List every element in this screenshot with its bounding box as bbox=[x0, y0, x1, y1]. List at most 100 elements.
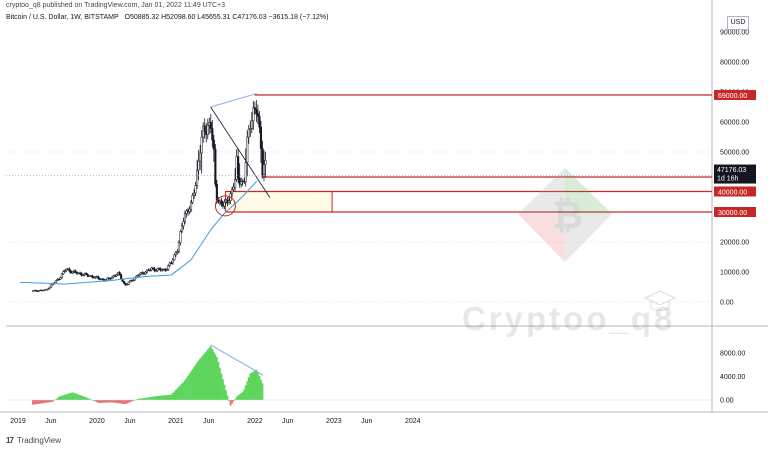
osc-bar bbox=[214, 354, 217, 400]
candle-body bbox=[214, 148, 217, 185]
osc-bar bbox=[231, 400, 233, 404]
osc-bar bbox=[250, 372, 253, 400]
time-tick-label: 2023 bbox=[326, 418, 342, 425]
osc-bar bbox=[164, 395, 167, 400]
osc-bar bbox=[167, 394, 170, 400]
osc-bar bbox=[147, 397, 150, 400]
candle-body bbox=[191, 195, 194, 203]
candle-body bbox=[80, 273, 83, 276]
candle-body bbox=[85, 273, 88, 275]
last-price-value: 47176.03 bbox=[717, 167, 746, 174]
candle-body bbox=[252, 107, 255, 122]
level-label: 69000.00 bbox=[718, 93, 747, 100]
candle-body bbox=[174, 252, 177, 256]
osc-bar bbox=[51, 400, 54, 402]
watermark-diamond-bottom bbox=[518, 214, 565, 262]
osc-bar bbox=[56, 398, 59, 400]
time-tick-label: Jun bbox=[203, 418, 214, 425]
osc-bar bbox=[222, 379, 224, 400]
osc-bar bbox=[206, 349, 209, 400]
candle-body bbox=[79, 272, 82, 274]
osc-bar bbox=[130, 400, 133, 402]
osc-bar bbox=[109, 400, 112, 403]
candle-body bbox=[167, 265, 170, 270]
candle-body bbox=[227, 200, 231, 203]
candle-body bbox=[194, 185, 197, 194]
osc-bar bbox=[126, 400, 129, 404]
time-tick-label: Jun bbox=[124, 418, 135, 425]
candle-body bbox=[123, 281, 126, 284]
currency-badge[interactable]: USD bbox=[727, 16, 749, 30]
tradingview-logo-icon: 17 bbox=[6, 436, 14, 445]
osc-tick-label: 0.00 bbox=[720, 398, 734, 405]
osc-bar bbox=[59, 396, 62, 400]
candle-body bbox=[132, 279, 135, 282]
osc-bar bbox=[205, 351, 208, 400]
osc-bar bbox=[44, 400, 47, 403]
osc-bar bbox=[71, 392, 74, 400]
price-tick-label: 90000.00 bbox=[720, 30, 749, 37]
candle-body bbox=[234, 179, 237, 188]
osc-bar bbox=[158, 395, 161, 400]
osc-bar bbox=[165, 395, 168, 400]
osc-bar bbox=[39, 400, 42, 404]
candle-body bbox=[138, 274, 141, 277]
osc-bar bbox=[57, 396, 60, 400]
osc-bar bbox=[260, 379, 262, 400]
candle-body bbox=[144, 271, 147, 275]
candle-body bbox=[50, 284, 53, 288]
osc-bar bbox=[106, 400, 109, 403]
osc-bar bbox=[105, 400, 107, 403]
osc-bar bbox=[53, 400, 56, 401]
osc-bar bbox=[103, 400, 106, 403]
osc-bar bbox=[143, 397, 145, 400]
candle-body bbox=[212, 139, 215, 150]
candle-body bbox=[215, 184, 218, 201]
candle-body bbox=[203, 125, 206, 132]
time-tick-label: 2022 bbox=[247, 418, 263, 425]
candle-body bbox=[256, 113, 259, 117]
candle-body bbox=[240, 181, 243, 185]
candle-body bbox=[253, 107, 256, 110]
candle-body bbox=[126, 283, 129, 286]
osc-bar bbox=[257, 372, 259, 400]
candle-body bbox=[71, 271, 74, 274]
osc-bar bbox=[168, 394, 171, 400]
osc-tick-label: 8000.00 bbox=[720, 351, 745, 358]
footer-brand[interactable]: 17 TradingView bbox=[6, 436, 61, 445]
osc-bar bbox=[190, 371, 192, 400]
candle-body bbox=[211, 128, 214, 141]
candle-body bbox=[231, 188, 234, 195]
candle-body bbox=[180, 225, 183, 232]
moving-average-line bbox=[19, 180, 258, 285]
osc-bar bbox=[237, 395, 240, 400]
symbol-name: Bitcoin / U.S. Dollar, 1W, BITSTAMP bbox=[6, 14, 119, 21]
osc-bar bbox=[115, 400, 118, 403]
osc-bar bbox=[261, 383, 264, 400]
osc-bar bbox=[35, 400, 37, 405]
price-divergence-line bbox=[210, 93, 257, 108]
candle-body bbox=[232, 186, 235, 190]
osc-bar bbox=[97, 400, 100, 403]
osc-bar bbox=[150, 396, 153, 400]
osc-bar bbox=[240, 393, 243, 400]
price-tick-label: 0.00 bbox=[720, 300, 734, 307]
osc-bar bbox=[64, 394, 66, 400]
last-price-bg bbox=[714, 164, 756, 184]
osc-bar bbox=[136, 398, 139, 400]
candle-body bbox=[153, 268, 156, 272]
osc-bar bbox=[176, 388, 179, 400]
osc-bar bbox=[111, 400, 113, 403]
publisher-line: cryptoo_q8 published on TradingView.com,… bbox=[6, 2, 226, 9]
osc-bar bbox=[155, 396, 157, 400]
osc-bar bbox=[247, 377, 250, 400]
osc-bar bbox=[188, 373, 191, 400]
osc-bar bbox=[211, 348, 214, 400]
cap-top bbox=[643, 290, 677, 306]
candle-body bbox=[136, 275, 139, 277]
osc-bar bbox=[114, 400, 116, 403]
osc-bar bbox=[241, 391, 244, 400]
